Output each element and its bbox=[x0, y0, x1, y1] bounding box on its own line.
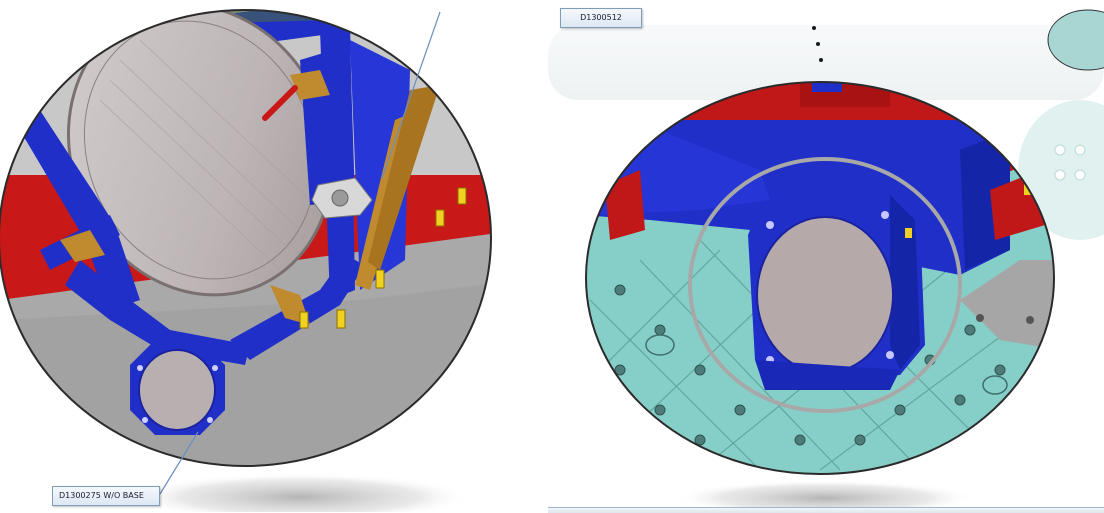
left-magnified-view bbox=[0, 0, 520, 480]
part-callout-bottom: D1300275 W/O BASE bbox=[52, 486, 160, 506]
bottom-caption-bar bbox=[548, 507, 1104, 513]
hexagonal-lens-mount-icon bbox=[130, 340, 225, 435]
part-callout-top: D1300512 bbox=[560, 8, 642, 28]
right-lens-mount bbox=[748, 195, 925, 390]
left-drop-shadow bbox=[130, 473, 470, 512]
